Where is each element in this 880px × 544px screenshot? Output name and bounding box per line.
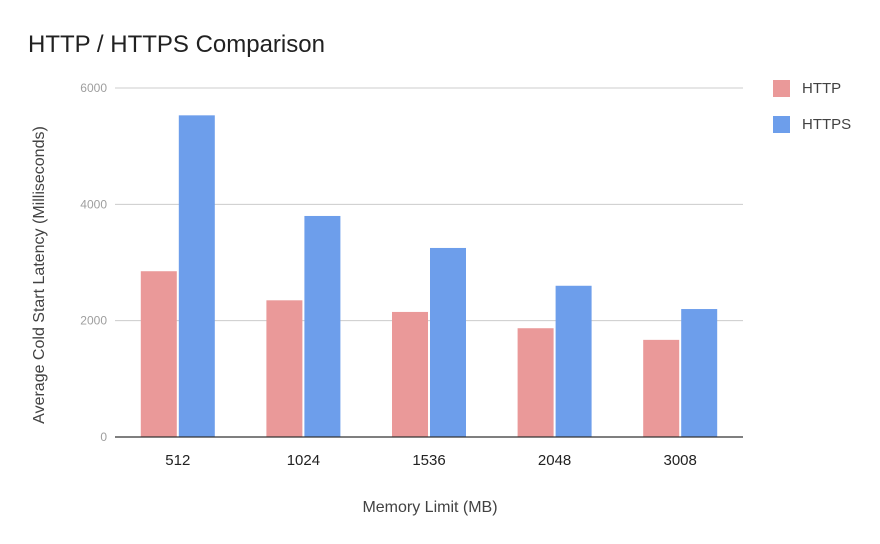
legend-label-https: HTTPS xyxy=(802,116,851,133)
y-tick-label: 2000 xyxy=(80,314,107,328)
x-tick-label: 3008 xyxy=(664,452,697,469)
x-tick-label: 1024 xyxy=(287,452,320,469)
y-tick-label: 6000 xyxy=(80,81,107,95)
legend: HTTP HTTPS xyxy=(773,80,851,133)
bar-https-1024 xyxy=(304,215,341,437)
bar-http-2048 xyxy=(517,328,554,437)
x-tick-label: 2048 xyxy=(538,452,571,469)
bar-https-3008 xyxy=(681,309,718,437)
y-tick-label: 0 xyxy=(100,430,107,444)
bar-https-1536 xyxy=(430,247,466,437)
bar-http-3008 xyxy=(643,339,680,437)
y-axis-ticks: 0 2000 4000 6000 xyxy=(80,81,107,444)
x-tick-label: 512 xyxy=(165,452,190,469)
bar-http-1024 xyxy=(266,300,303,437)
y-tick-label: 4000 xyxy=(80,197,107,211)
legend-swatch-https xyxy=(773,116,790,133)
y-axis-label: Average Cold Start Latency (Milliseconds… xyxy=(31,126,48,424)
legend-swatch-http xyxy=(773,80,790,97)
bar-http-1536 xyxy=(392,311,428,437)
gridlines xyxy=(115,87,743,322)
x-tick-label: 1536 xyxy=(412,452,445,469)
legend-label-http: HTTP xyxy=(802,80,841,97)
x-axis-label: Memory Limit (MB) xyxy=(362,499,497,516)
bar-https-2048 xyxy=(555,285,592,437)
bar-https-512 xyxy=(178,115,215,438)
bar-http-512 xyxy=(140,271,177,437)
bars xyxy=(140,115,718,438)
chart-title: HTTP / HTTPS Comparison xyxy=(28,31,325,58)
x-axis-ticks: 512 1024 1536 2048 3008 xyxy=(165,452,697,469)
